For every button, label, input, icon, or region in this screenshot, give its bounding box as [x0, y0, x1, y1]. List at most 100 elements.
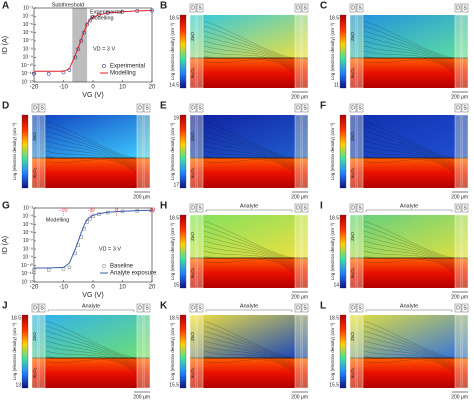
- streamline: [363, 359, 455, 375]
- streamline: [45, 330, 137, 363]
- streamline: [363, 20, 455, 59]
- layer-label: In₂O₃: [190, 367, 195, 378]
- streamline: [203, 340, 295, 367]
- streamline: [203, 130, 295, 163]
- layer-label: In₂O₃: [32, 167, 37, 178]
- in2o3-layer: [190, 58, 308, 88]
- colorbar-max: 18.5: [329, 215, 339, 221]
- data-point: [67, 265, 72, 270]
- streamline: [203, 50, 295, 71]
- x-tick-label: -10: [59, 85, 68, 91]
- streamline: [363, 345, 455, 369]
- layer-label: ZnO: [350, 132, 355, 141]
- electrode-label: D: [456, 305, 460, 311]
- electrode-label: S: [303, 205, 307, 211]
- streamline: [203, 145, 295, 169]
- in2o3-layer: [32, 158, 150, 188]
- colorbar-max: 18.5: [11, 315, 21, 321]
- colorbar-min: 13: [15, 382, 21, 388]
- colorbar-label: Log (electron density) (cm⁻³): [330, 22, 335, 80]
- zno-layer: [350, 315, 468, 358]
- streamline: [363, 340, 455, 367]
- electrode-label: D: [296, 105, 300, 111]
- streamline: [203, 230, 295, 263]
- colorbar-label: Log (electron density) (cm⁻³): [170, 322, 175, 380]
- streamline: [363, 335, 455, 365]
- streamline: [45, 345, 137, 369]
- electrode: [136, 314, 144, 389]
- y-tick-label: 10⁻⁸: [23, 246, 33, 252]
- colorbar-label: Log (electron density) (cm⁻³): [12, 322, 17, 380]
- analyte-label: Analyte: [400, 203, 418, 209]
- electrode-box: [349, 103, 357, 113]
- analyte-label: Analyte: [240, 303, 258, 309]
- streamline: [203, 359, 295, 375]
- electrode-box: [349, 3, 357, 13]
- streamline: [203, 135, 295, 165]
- panel-letter: E: [160, 101, 167, 112]
- electrode-label: S: [358, 305, 362, 311]
- layer-label: In₂O₃: [32, 367, 37, 378]
- annotation: VD = 3 V: [93, 46, 115, 52]
- streamline: [203, 325, 295, 361]
- electrode: [356, 214, 364, 289]
- electrode: [461, 214, 469, 289]
- colorbar-label: Log (electron density) (cm⁻³): [330, 322, 335, 380]
- x-tick-label: -10: [59, 285, 68, 291]
- scale-label: 200 μm: [133, 194, 150, 200]
- streamline: [363, 220, 455, 259]
- streamline: [45, 350, 137, 371]
- annotation: Modelling: [90, 15, 114, 21]
- streamline: [363, 59, 455, 75]
- electrode: [301, 214, 309, 289]
- electrode-box: [196, 303, 204, 313]
- streamline: [363, 240, 455, 267]
- colorbar-label: Log (electron density) (cm⁻³): [330, 122, 335, 180]
- legend-swatch: [102, 264, 106, 268]
- scale-label: 200 μm: [291, 194, 308, 200]
- electrode-label: S: [303, 105, 307, 111]
- layer-label: In₂O₃: [350, 267, 355, 278]
- electrode-box: [356, 3, 364, 13]
- x-tick-label: -20: [30, 285, 39, 291]
- electrode: [294, 214, 302, 289]
- electrode-box: [301, 303, 309, 313]
- colorbar: [179, 114, 187, 189]
- electrode-box: [454, 3, 462, 13]
- zno-layer: [350, 115, 468, 158]
- annotation: Experimental: [90, 9, 122, 15]
- electrode-box: [349, 203, 357, 213]
- electrode-box: [294, 303, 302, 313]
- streamline: [203, 235, 295, 265]
- electrode: [356, 14, 364, 89]
- marker-label: -10: [60, 207, 68, 213]
- electrode: [349, 14, 357, 89]
- colorbar-max: 19: [173, 115, 179, 121]
- x-tick-label: 0: [91, 85, 95, 91]
- streamline: [203, 150, 295, 171]
- annotation: Subthreshold: [52, 2, 84, 8]
- streamline: [363, 120, 455, 159]
- streamline: [363, 330, 455, 363]
- scale-label: 200 μm: [451, 394, 468, 400]
- analyte-bracket: [205, 209, 293, 212]
- x-tick-label: 20: [149, 285, 156, 291]
- panel-letter: I: [320, 201, 323, 212]
- electrode-label: S: [145, 105, 149, 111]
- zno-layer: [350, 15, 468, 58]
- legend-label: Modelling: [110, 71, 136, 77]
- electrode: [136, 114, 144, 189]
- streamline: [45, 120, 137, 159]
- colorbar-max: 18.5: [169, 215, 179, 221]
- electrode: [196, 14, 204, 89]
- layer-label: In₂O₃: [350, 367, 355, 378]
- electrode-label: D: [456, 205, 460, 211]
- streamline: [363, 135, 455, 165]
- y-tick-label: 10⁻⁴: [23, 14, 33, 20]
- streamline: [45, 320, 137, 359]
- streamline: [45, 359, 137, 375]
